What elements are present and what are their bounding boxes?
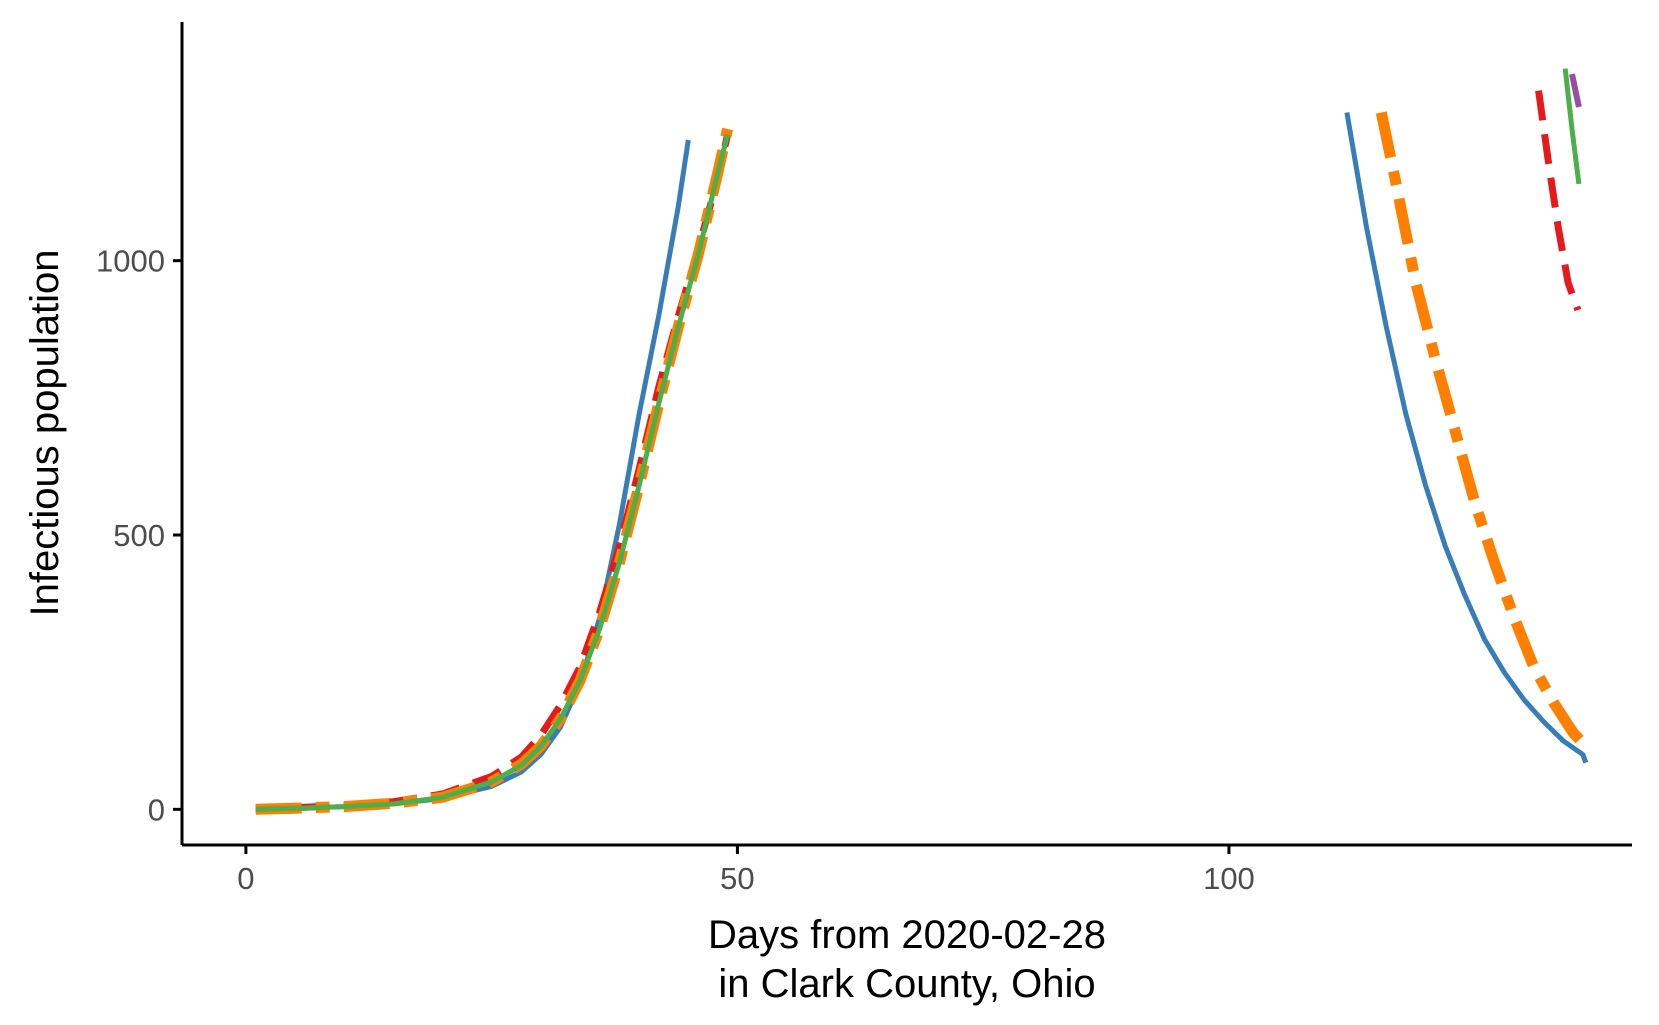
- y-axis-title: Infectious population: [23, 250, 67, 617]
- series-5-segment-1: [1569, 73, 1582, 108]
- series-4-segment-1: [255, 133, 731, 812]
- series-1-segment-2: [1344, 112, 1589, 764]
- series-layer: [255, 68, 1590, 815]
- x-axis-title-line-1: Days from 2020-02-28: [708, 913, 1106, 957]
- y-tick-label: 0: [148, 792, 165, 827]
- series-3-segment-1: [255, 127, 733, 815]
- y-tick-label: 500: [113, 518, 165, 553]
- y-tick-label: 1000: [96, 244, 165, 279]
- series-4-segment-2: [1562, 68, 1582, 185]
- x-tick-label: 100: [1203, 861, 1255, 896]
- series-2-segment-2: [1535, 90, 1582, 312]
- x-axis-title-line-2: in Clark County, Ohio: [718, 962, 1095, 1006]
- series-1-segment-1: [255, 139, 691, 812]
- x-tick-label: 50: [720, 861, 754, 896]
- x-tick-label: 0: [237, 861, 254, 896]
- axes-layer: [180, 22, 1632, 847]
- series-2-segment-1: [255, 133, 732, 813]
- series-3-segment-2: [1375, 111, 1590, 750]
